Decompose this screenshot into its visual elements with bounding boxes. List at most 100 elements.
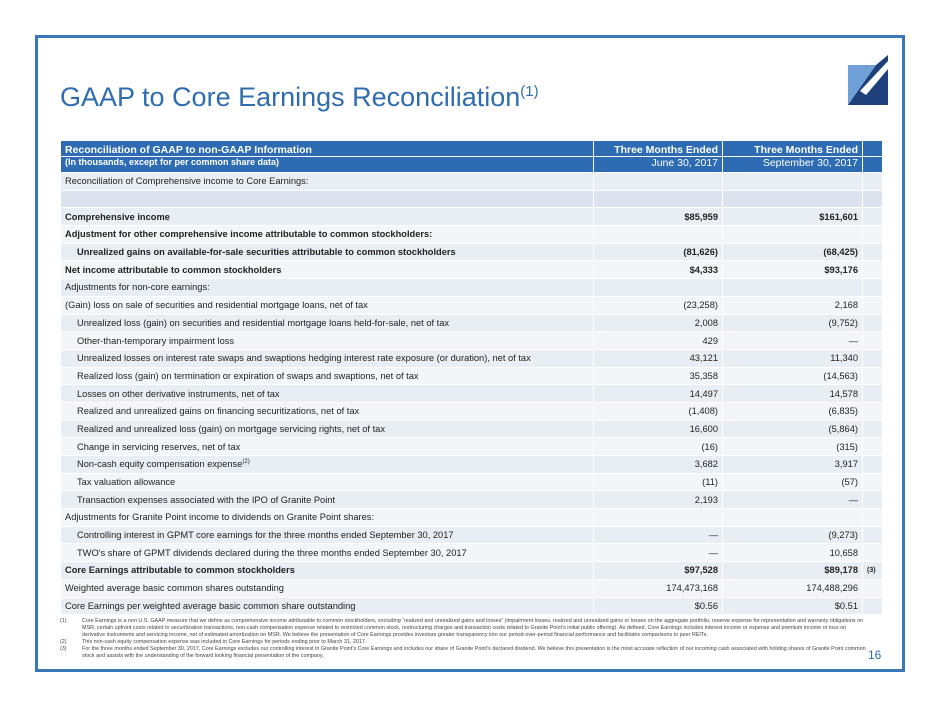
note-cell [862, 525, 883, 545]
table-row: Unrealized gains on available-for-sale s… [60, 242, 883, 262]
value-cell: 2,193 [593, 490, 723, 510]
table-row: Weighted average basic common shares out… [60, 578, 883, 598]
value: 10,658 [829, 547, 858, 558]
footnote-text: For the three months ended September 30,… [82, 645, 866, 659]
row-label: Other-than-temporary impairment loss [77, 335, 235, 346]
row-label-cell: Unrealized gains on available-for-sale s… [60, 242, 594, 262]
row-label: Adjustments for Granite Point income to … [65, 512, 375, 523]
empty-cell [60, 189, 594, 209]
note-cell [862, 313, 883, 333]
value-cell: $89,178 [722, 561, 863, 580]
value-cell: 429 [593, 331, 723, 350]
row-label-cell: Core Earnings attributable to common sto… [60, 561, 594, 580]
table-row: Adjustment for other comprehensive incom… [60, 225, 883, 244]
footnote-marker: (2) [60, 638, 67, 645]
value-cell: — [593, 525, 723, 545]
value-cell: 14,578 [722, 384, 863, 403]
table-row: Realized and unrealized loss (gain) on m… [60, 419, 883, 439]
value: 14,578 [829, 388, 858, 399]
value-cell: — [593, 543, 723, 563]
note-cell [862, 508, 883, 527]
value-cell: (68,425) [722, 242, 863, 262]
row-label-cell: Non-cash equity compensation expense(2) [60, 455, 594, 474]
value-cell: 14,497 [593, 384, 723, 403]
header-col: June 30, 2017 [593, 156, 723, 173]
note-cell [862, 543, 883, 563]
value: 14,497 [689, 388, 718, 399]
note-cell [862, 172, 883, 191]
note-cell [862, 401, 883, 421]
logo-part [860, 61, 888, 95]
title-text: GAAP to Core Earnings Reconciliation [60, 82, 521, 112]
table-row: Realized loss (gain) on termination or e… [60, 366, 883, 386]
logo-part [848, 55, 888, 105]
value: (16) [701, 441, 718, 452]
value: 3,917 [834, 459, 858, 470]
page-number: 16 [868, 648, 882, 662]
value-cell: $97,528 [593, 561, 723, 580]
row-label-cell: Unrealized loss (gain) on securities and… [60, 313, 594, 333]
row-label: Transaction expenses associated with the… [77, 494, 336, 505]
note-cell [862, 260, 883, 280]
row-label-cell: Losses on other derivative instruments, … [60, 384, 594, 403]
value: $93,176 [824, 264, 858, 275]
row-label-cell: Adjustments for non-core earnings: [60, 278, 594, 297]
empty-row [60, 189, 883, 209]
note-cell [862, 472, 883, 492]
table-row: Non-cash equity compensation expense(2) 3… [60, 455, 883, 474]
note-cell [862, 242, 883, 262]
note-cell [862, 225, 883, 244]
note-cell [862, 348, 883, 368]
value: $0.51 [834, 600, 858, 611]
header-subtitle: (In thousands, except for per common sha… [60, 156, 594, 173]
note-cell [862, 207, 883, 227]
row-label-cell: Controlling interest in GPMT core earnin… [60, 525, 594, 545]
row-label-cell: Realized and unrealized gains on financi… [60, 401, 594, 421]
table-row: Comprehensive income $85,959 $161,601 [60, 207, 883, 227]
value-cell: (11) [593, 472, 723, 492]
table-row: Unrealized losses on interest rate swaps… [60, 348, 883, 368]
value: (57) [841, 477, 858, 488]
header-col: Three Months Ended [593, 140, 723, 157]
value: (9,752) [828, 317, 858, 328]
value-cell: 16,600 [593, 419, 723, 439]
value: — [848, 335, 858, 346]
footnote-ref: (3) [867, 566, 876, 574]
header-cell [862, 156, 883, 173]
empty-cell [722, 189, 863, 209]
value-cell: $161,601 [722, 207, 863, 227]
value-cell: (1,408) [593, 401, 723, 421]
value-cell: 2,168 [722, 295, 863, 315]
table-row: Core Earnings per weighted average basic… [60, 596, 883, 616]
value-cell [593, 172, 723, 191]
row-label-cell: Change in servicing reserves, net of tax [60, 437, 594, 456]
note-cell [862, 490, 883, 510]
row-label: Losses on other derivative instruments, … [77, 388, 280, 399]
row-label-cell: Realized and unrealized loss (gain) on m… [60, 419, 594, 439]
frame [35, 35, 905, 672]
table-row: Transaction expenses associated with the… [60, 490, 883, 510]
table-row: Losses on other derivative instruments, … [60, 384, 883, 403]
value-cell: 3,917 [722, 455, 863, 474]
row-label: Adjustments for non-core earnings: [65, 282, 210, 293]
table-row: TWO's share of GPMT dividends declared d… [60, 543, 883, 563]
value-cell: (9,752) [722, 313, 863, 333]
value: $97,528 [684, 565, 718, 576]
value-cell [722, 225, 863, 244]
header-row: Reconciliation of GAAP to non-GAAP Infor… [60, 140, 883, 157]
row-label: Core Earnings per weighted average basic… [65, 600, 356, 611]
row-label: Reconciliation of Comprehensive income t… [65, 176, 309, 187]
value: $0.56 [694, 600, 718, 611]
table-row: (Gain) loss on sale of securities and re… [60, 295, 883, 315]
value-cell: (9,273) [722, 525, 863, 545]
logo [848, 55, 888, 105]
value-cell [593, 278, 723, 297]
row-label-cell: Comprehensive income [60, 207, 594, 227]
note-cell [862, 278, 883, 297]
header-col: September 30, 2017 [722, 156, 863, 173]
row-label: Weighted average basic common shares out… [65, 583, 284, 594]
footnote-text: This non-cash equity compensation expens… [82, 638, 367, 645]
value: 174,488,296 [806, 583, 858, 594]
value: 16,600 [689, 423, 718, 434]
row-label-cell: (Gain) loss on sale of securities and re… [60, 295, 594, 315]
